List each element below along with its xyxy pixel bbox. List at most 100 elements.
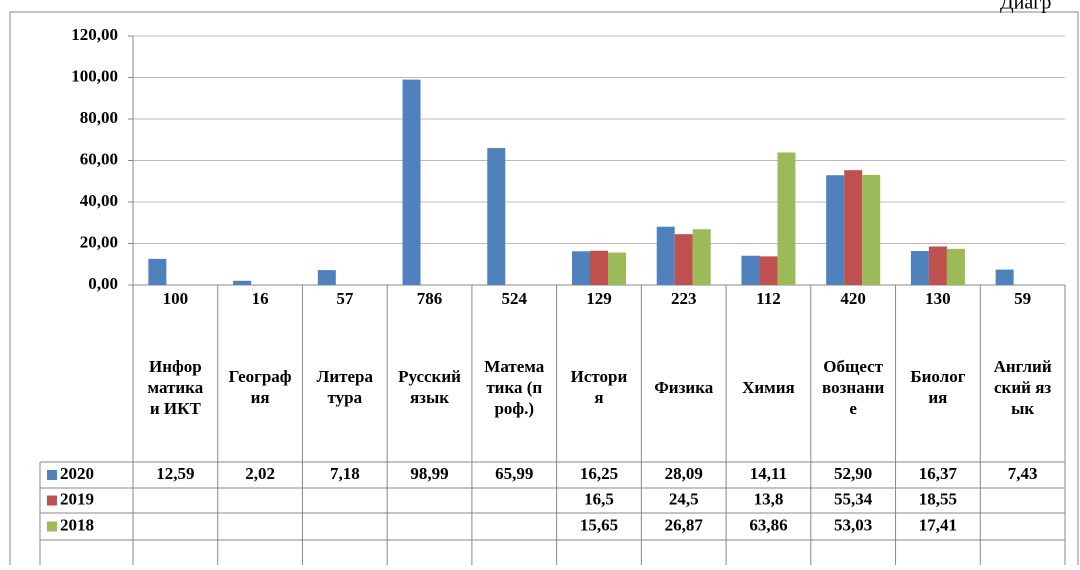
bar	[233, 280, 252, 285]
y-tick-label: 60,00	[80, 149, 118, 168]
data-label: 2,02	[245, 464, 275, 483]
participants-label: 100	[163, 289, 189, 308]
category-label: Математика (проф.)	[484, 356, 545, 418]
bar	[148, 258, 167, 285]
bar	[656, 226, 675, 285]
category-wrap: Обществознание	[811, 312, 896, 462]
category-wrap: Литература	[302, 312, 387, 462]
category-cell: История	[557, 312, 642, 462]
bar	[741, 255, 760, 285]
bar	[692, 229, 711, 285]
category-cell: Математика (проф.)	[472, 312, 557, 462]
y-tick-label: 40,00	[80, 191, 118, 210]
bar	[928, 246, 947, 285]
category-label: Обществознание	[822, 356, 885, 418]
data-label: 24,5	[669, 489, 699, 508]
data-label: 55,34	[834, 489, 873, 508]
chart-frame	[9, 11, 1079, 570]
category-label: География	[228, 367, 292, 407]
legend-swatch	[47, 470, 57, 480]
data-label: 12,59	[156, 464, 194, 483]
data-label: 98,99	[410, 464, 448, 483]
legend-swatch	[47, 495, 57, 506]
category-wrap: Химия	[726, 312, 811, 462]
category-cell: Русский язык	[387, 312, 472, 462]
category-label: Английский язык	[993, 356, 1052, 418]
bar	[572, 251, 590, 285]
participants-label: 129	[586, 289, 612, 308]
bar	[317, 270, 336, 285]
bar	[674, 234, 693, 285]
participants-label: 16	[252, 289, 269, 308]
data-label: 13,8	[754, 489, 784, 508]
data-label: 18,55	[919, 489, 957, 508]
category-cell: Литература	[302, 312, 387, 462]
data-label: 16,37	[919, 464, 958, 483]
data-label: 65,99	[495, 464, 533, 483]
category-wrap: Русский язык	[387, 312, 472, 462]
legend-label: 2018	[60, 515, 94, 534]
category-wrap: История	[557, 312, 642, 462]
bar	[862, 174, 881, 285]
chart-title: Диагр	[1000, 0, 1051, 14]
category-label: Биология	[910, 367, 966, 407]
legend-swatch	[47, 521, 57, 532]
data-label: 7,43	[1008, 464, 1038, 483]
data-label: 16,25	[580, 464, 618, 483]
data-label: 15,65	[580, 515, 618, 534]
data-label: 14,11	[750, 464, 787, 483]
data-label: 17,41	[919, 515, 957, 534]
bar	[608, 252, 626, 285]
data-label: 26,87	[665, 515, 704, 534]
data-label: 53,03	[834, 515, 872, 534]
category-cell: Английский язык	[980, 312, 1065, 462]
category-wrap: Информатика и ИКТ	[133, 312, 218, 462]
y-tick-label: 0,00	[88, 274, 118, 293]
participants-label: 57	[336, 289, 354, 308]
bar	[826, 175, 845, 285]
legend-label: 2019	[60, 489, 94, 508]
y-tick-label: 120,00	[71, 25, 118, 44]
legend-label: 2020	[60, 464, 94, 483]
bar	[946, 248, 965, 285]
data-label: 16,5	[584, 489, 614, 508]
bar	[910, 251, 929, 285]
category-wrap: Биология	[896, 312, 981, 462]
category-label: Русский язык	[398, 367, 461, 407]
participants-label: 223	[671, 289, 697, 308]
participants-label: 524	[502, 289, 528, 308]
category-wrap: Физика	[641, 312, 726, 462]
category-cell: Обществознание	[811, 312, 896, 462]
data-label: 7,18	[330, 464, 360, 483]
y-tick-label: 20,00	[80, 232, 118, 251]
bar	[995, 269, 1014, 285]
data-label: 28,09	[665, 464, 703, 483]
participants-label: 786	[417, 289, 443, 308]
category-label: Физика	[654, 377, 714, 397]
bar	[590, 250, 608, 285]
category-label: История	[570, 367, 628, 407]
participants-label: 59	[1014, 289, 1031, 308]
category-cell: География	[218, 312, 303, 462]
category-cell: Физика	[641, 312, 726, 462]
category-wrap: Английский язык	[980, 312, 1065, 462]
category-label: Литература	[316, 367, 373, 407]
data-label: 52,90	[834, 464, 872, 483]
category-label: Информатика и ИКТ	[147, 356, 204, 418]
bar	[402, 79, 421, 285]
participants-label: 112	[756, 289, 781, 308]
bar	[777, 152, 796, 285]
category-label: Химия	[742, 377, 795, 397]
data-label: 63,86	[749, 515, 787, 534]
y-tick-label: 80,00	[80, 108, 118, 127]
category-wrap: Математика (проф.)	[472, 312, 557, 462]
category-cell: Биология	[896, 312, 981, 462]
bar	[844, 170, 863, 285]
category-wrap: География	[218, 312, 303, 462]
participants-label: 420	[840, 289, 866, 308]
category-cell: Информатика и ИКТ	[133, 312, 218, 462]
bar	[759, 256, 778, 285]
participants-label: 130	[925, 289, 951, 308]
